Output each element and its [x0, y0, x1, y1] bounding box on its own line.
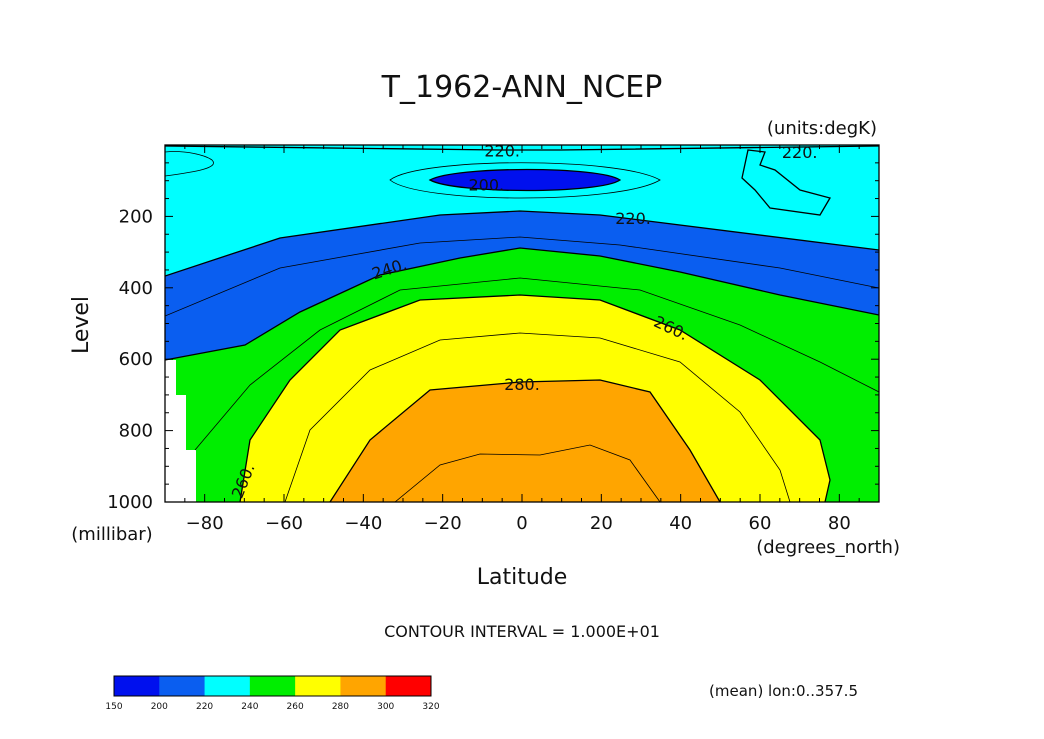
- x-axis-label: Latitude: [477, 565, 568, 590]
- contour-line-240: [165, 247, 879, 361]
- colorbar-swatch: [249, 676, 296, 696]
- x-tick-label: −40: [344, 513, 382, 534]
- x-tick-label: 0: [516, 513, 527, 534]
- mean-lon-note: (mean) lon:0..357.5: [709, 682, 858, 700]
- colorbar-label: 260: [287, 702, 304, 712]
- band-220-240-patch: [742, 150, 830, 215]
- colorbar-frame: [113, 675, 432, 697]
- colorbar-swatch: [295, 676, 341, 696]
- x-tick-label: 40: [669, 513, 692, 534]
- x-axis-ticks: −80 −60 −40 −20 0 20 40 60 80: [164, 145, 880, 534]
- colorbar-swatch: [385, 676, 432, 696]
- chart-title: T_1962-ANN_NCEP: [381, 70, 663, 105]
- x-tick-label: −80: [186, 513, 224, 534]
- x-tick-label: −60: [265, 513, 303, 534]
- colorbar-label: 150: [105, 702, 122, 712]
- x-tick-label: 80: [828, 513, 851, 534]
- y-tick-label: 200: [119, 206, 153, 227]
- contour-line-250: [194, 277, 879, 451]
- contour-line-270: [284, 332, 791, 502]
- colorbar-label: 240: [241, 702, 258, 712]
- contour-label: 280.: [504, 375, 540, 394]
- x-unit-label: (degrees_north): [756, 537, 900, 558]
- x-tick-label: −20: [424, 513, 462, 534]
- colorbar-label: 320: [422, 702, 439, 712]
- colorbar-swatch: [340, 676, 387, 696]
- colorbar-label: 200: [151, 702, 168, 712]
- units-label: (units:degK): [767, 118, 877, 139]
- colorbar: 150 200 220 240 260 280 300 320: [105, 675, 440, 712]
- y-unit-label: (millibar): [71, 524, 152, 545]
- contour-line-220-top: [165, 145, 879, 151]
- contour-line-260: [239, 294, 831, 502]
- contour-line-210: [389, 162, 661, 199]
- contour-line-200: [428, 168, 622, 192]
- contour-lines: [165, 145, 879, 502]
- colorbar-label: 220: [196, 702, 213, 712]
- colorbar-swatch: [114, 676, 160, 696]
- colorbar-swatch: [204, 676, 251, 696]
- colorbar-swatch: [159, 676, 206, 696]
- contour-fills: [165, 145, 879, 502]
- y-tick-label: 1000: [107, 492, 153, 513]
- y-tick-label: 600: [119, 349, 153, 370]
- band-below-200: [430, 169, 620, 191]
- colorbar-label: 300: [377, 702, 394, 712]
- contour-line-280: [329, 379, 721, 502]
- contour-line-220-patch: [741, 149, 831, 216]
- contour-line-290: [394, 444, 661, 502]
- contour-label: 200.: [468, 175, 504, 194]
- x-tick-label: 60: [749, 513, 772, 534]
- x-tick-label: 20: [590, 513, 613, 534]
- contour-label: 220.: [782, 143, 818, 162]
- colorbar-label: 280: [332, 702, 349, 712]
- contour-line-210-left: [165, 151, 214, 177]
- contour-line-220: [165, 210, 879, 277]
- band-280-300: [330, 380, 720, 502]
- contour-label: 220.: [484, 141, 520, 160]
- contour-line-230: [165, 236, 879, 317]
- y-axis-ticks: 200 400 600 800 1000: [107, 144, 879, 513]
- y-tick-label: 800: [119, 421, 153, 442]
- contour-label: 220.: [615, 209, 651, 228]
- y-axis-label: Level: [69, 296, 94, 354]
- y-tick-label: 400: [119, 278, 153, 299]
- contour-interval-text: CONTOUR INTERVAL = 1.000E+01: [384, 622, 660, 641]
- missing-data-region: [165, 360, 196, 502]
